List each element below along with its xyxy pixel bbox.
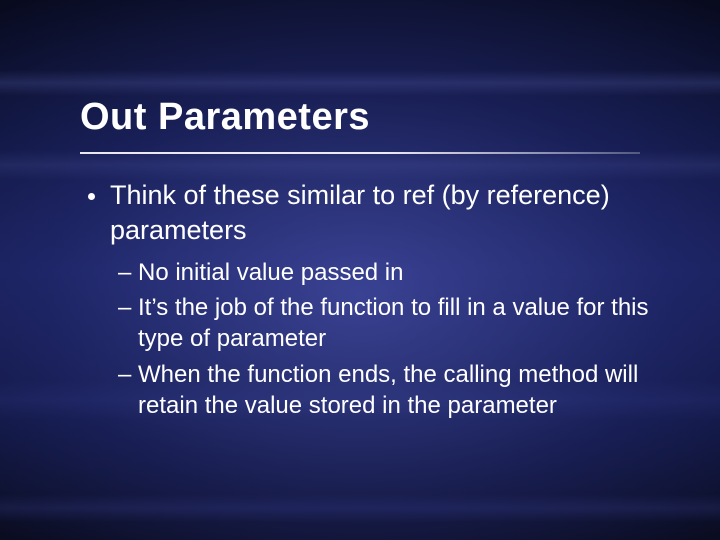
bullet-dash-icon: – bbox=[118, 292, 131, 323]
sub-bullet-text: No initial value passed in bbox=[138, 259, 404, 286]
slide-body: Think of these similar to ref (by refere… bbox=[110, 178, 660, 425]
sub-bullet-text: It’s the job of the function to fill in … bbox=[138, 294, 649, 352]
bullet-text: Think of these similar to ref (by refere… bbox=[110, 180, 610, 245]
decorative-band bbox=[0, 150, 720, 180]
bullet-level2: – No initial value passed in bbox=[138, 257, 660, 288]
sub-bullet-text: When the function ends, the calling meth… bbox=[138, 361, 638, 419]
title-underline bbox=[80, 152, 640, 154]
sub-bullet-group: – No initial value passed in – It’s the … bbox=[138, 257, 660, 421]
decorative-band bbox=[0, 494, 720, 522]
slide: Out Parameters Think of these similar to… bbox=[0, 0, 720, 540]
bullet-level1: Think of these similar to ref (by refere… bbox=[110, 178, 660, 247]
bullet-dot-icon bbox=[88, 193, 95, 200]
bullet-level2: – When the function ends, the calling me… bbox=[138, 359, 660, 421]
bullet-dash-icon: – bbox=[118, 359, 131, 390]
slide-title: Out Parameters bbox=[80, 96, 370, 139]
bullet-level2: – It’s the job of the function to fill i… bbox=[138, 292, 660, 354]
bullet-dash-icon: – bbox=[118, 257, 131, 288]
decorative-band bbox=[0, 70, 720, 96]
